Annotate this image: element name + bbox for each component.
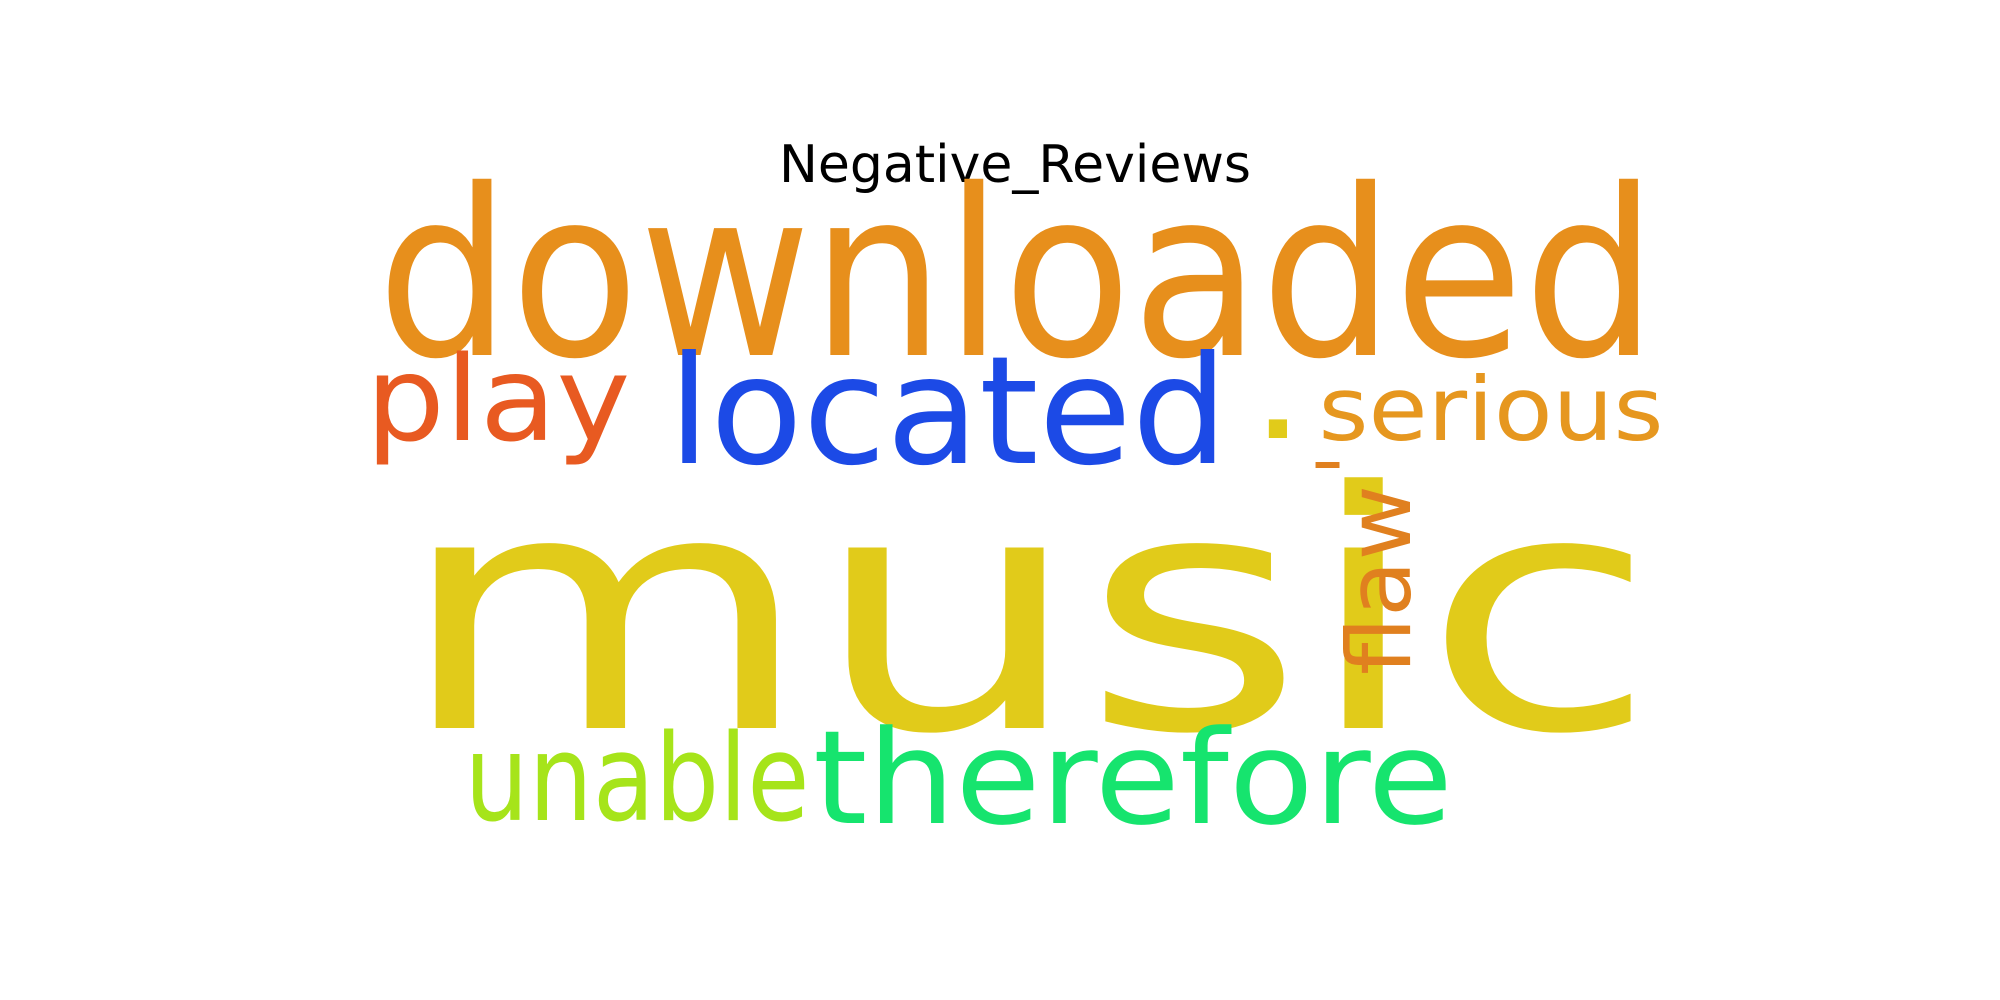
word-unable: unable — [465, 710, 810, 849]
word-flaw: flaw — [1328, 485, 1431, 675]
chart-title: Negative_Reviews — [779, 135, 1251, 195]
word-downloaded: downloaded — [377, 140, 1657, 410]
word-therefore: therefore — [813, 702, 1453, 854]
word-located: located — [668, 325, 1228, 499]
word-play: play — [366, 330, 631, 468]
word-punct-9: ' — [1298, 455, 1401, 475]
word-punct-8: . — [1250, 300, 1306, 474]
word-serious: serious — [1319, 358, 1664, 461]
word-music: music — [397, 422, 1657, 806]
